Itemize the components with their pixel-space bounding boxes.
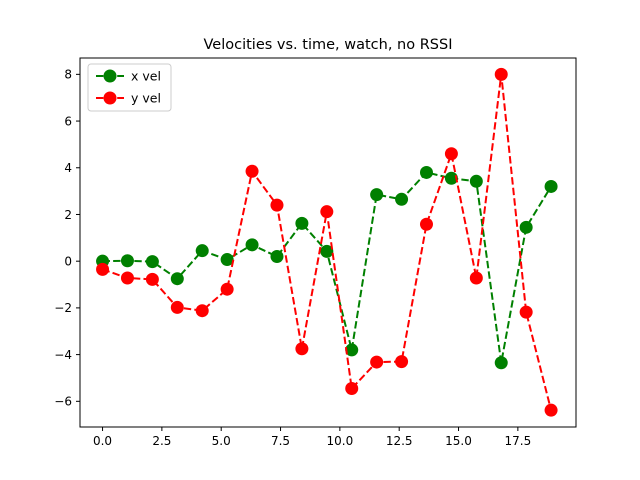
- legend-label: x vel: [131, 69, 161, 84]
- data-point: [145, 255, 159, 269]
- data-point: [494, 356, 508, 370]
- y-tick-label: 2: [64, 208, 72, 222]
- data-point: [120, 254, 134, 268]
- data-point: [469, 174, 483, 188]
- data-point: [220, 282, 234, 296]
- data-point: [220, 253, 234, 267]
- legend-marker: [103, 91, 117, 105]
- data-point: [370, 355, 384, 369]
- x-tick-label: 5.0: [212, 434, 231, 448]
- data-point: [245, 238, 259, 252]
- y-tick-label: −4: [54, 348, 72, 362]
- data-point: [544, 403, 558, 417]
- legend-item: y vel: [96, 91, 161, 106]
- data-point: [145, 272, 159, 286]
- data-point: [170, 300, 184, 314]
- data-point: [295, 342, 309, 356]
- x-tick-label: 17.5: [504, 434, 531, 448]
- data-point: [295, 216, 309, 230]
- x-tick-label: 12.5: [386, 434, 413, 448]
- axes-frame: [79, 57, 577, 428]
- series-2: [96, 67, 558, 417]
- x-tick-label: 0.0: [93, 434, 112, 448]
- y-tick-label: −6: [54, 395, 72, 409]
- data-point: [345, 381, 359, 395]
- data-point: [519, 220, 533, 234]
- data-point: [469, 271, 483, 285]
- plot-area: [96, 67, 558, 417]
- x-tick-label: 15.0: [445, 434, 472, 448]
- data-point: [195, 304, 209, 318]
- legend-marker: [103, 69, 117, 83]
- data-point: [444, 147, 458, 161]
- data-point: [245, 164, 259, 178]
- data-point: [519, 305, 533, 319]
- x-tick-label: 7.5: [271, 434, 290, 448]
- x-tick-label: 10.0: [327, 434, 354, 448]
- x-tick-label: 2.5: [152, 434, 171, 448]
- data-point: [320, 244, 334, 258]
- axes: 0.0 2.5 5.0 7.5 10.0 12.5 15.0 17.5 −6 −4 −2 0 2 4 6 8: [54, 57, 577, 448]
- y-tick-label: 0: [64, 254, 72, 268]
- y-tick-label: 6: [64, 114, 72, 128]
- data-point: [270, 250, 284, 264]
- data-point: [195, 244, 209, 258]
- series-line: [102, 171, 552, 364]
- data-point: [544, 179, 558, 193]
- data-point: [170, 272, 184, 286]
- data-point: [120, 271, 134, 285]
- data-point: [320, 205, 334, 219]
- series-1: [96, 165, 558, 370]
- data-point: [96, 262, 110, 276]
- data-point: [270, 198, 284, 212]
- y-tick-label: 4: [64, 161, 72, 175]
- data-point: [444, 171, 458, 185]
- data-point: [345, 343, 359, 357]
- data-point: [419, 165, 433, 179]
- chart-title: Velocities vs. time, watch, no RSSI: [204, 37, 453, 53]
- data-point: [419, 217, 433, 231]
- data-point: [370, 188, 384, 202]
- y-tick-label: −2: [54, 301, 72, 315]
- data-point: [395, 355, 409, 369]
- legend-label: y vel: [131, 91, 161, 106]
- legend-item: x vel: [96, 69, 161, 84]
- data-point: [494, 67, 508, 81]
- legend: x vel y vel: [87, 63, 172, 112]
- y-tick-label: 8: [64, 68, 72, 82]
- data-point: [395, 192, 409, 206]
